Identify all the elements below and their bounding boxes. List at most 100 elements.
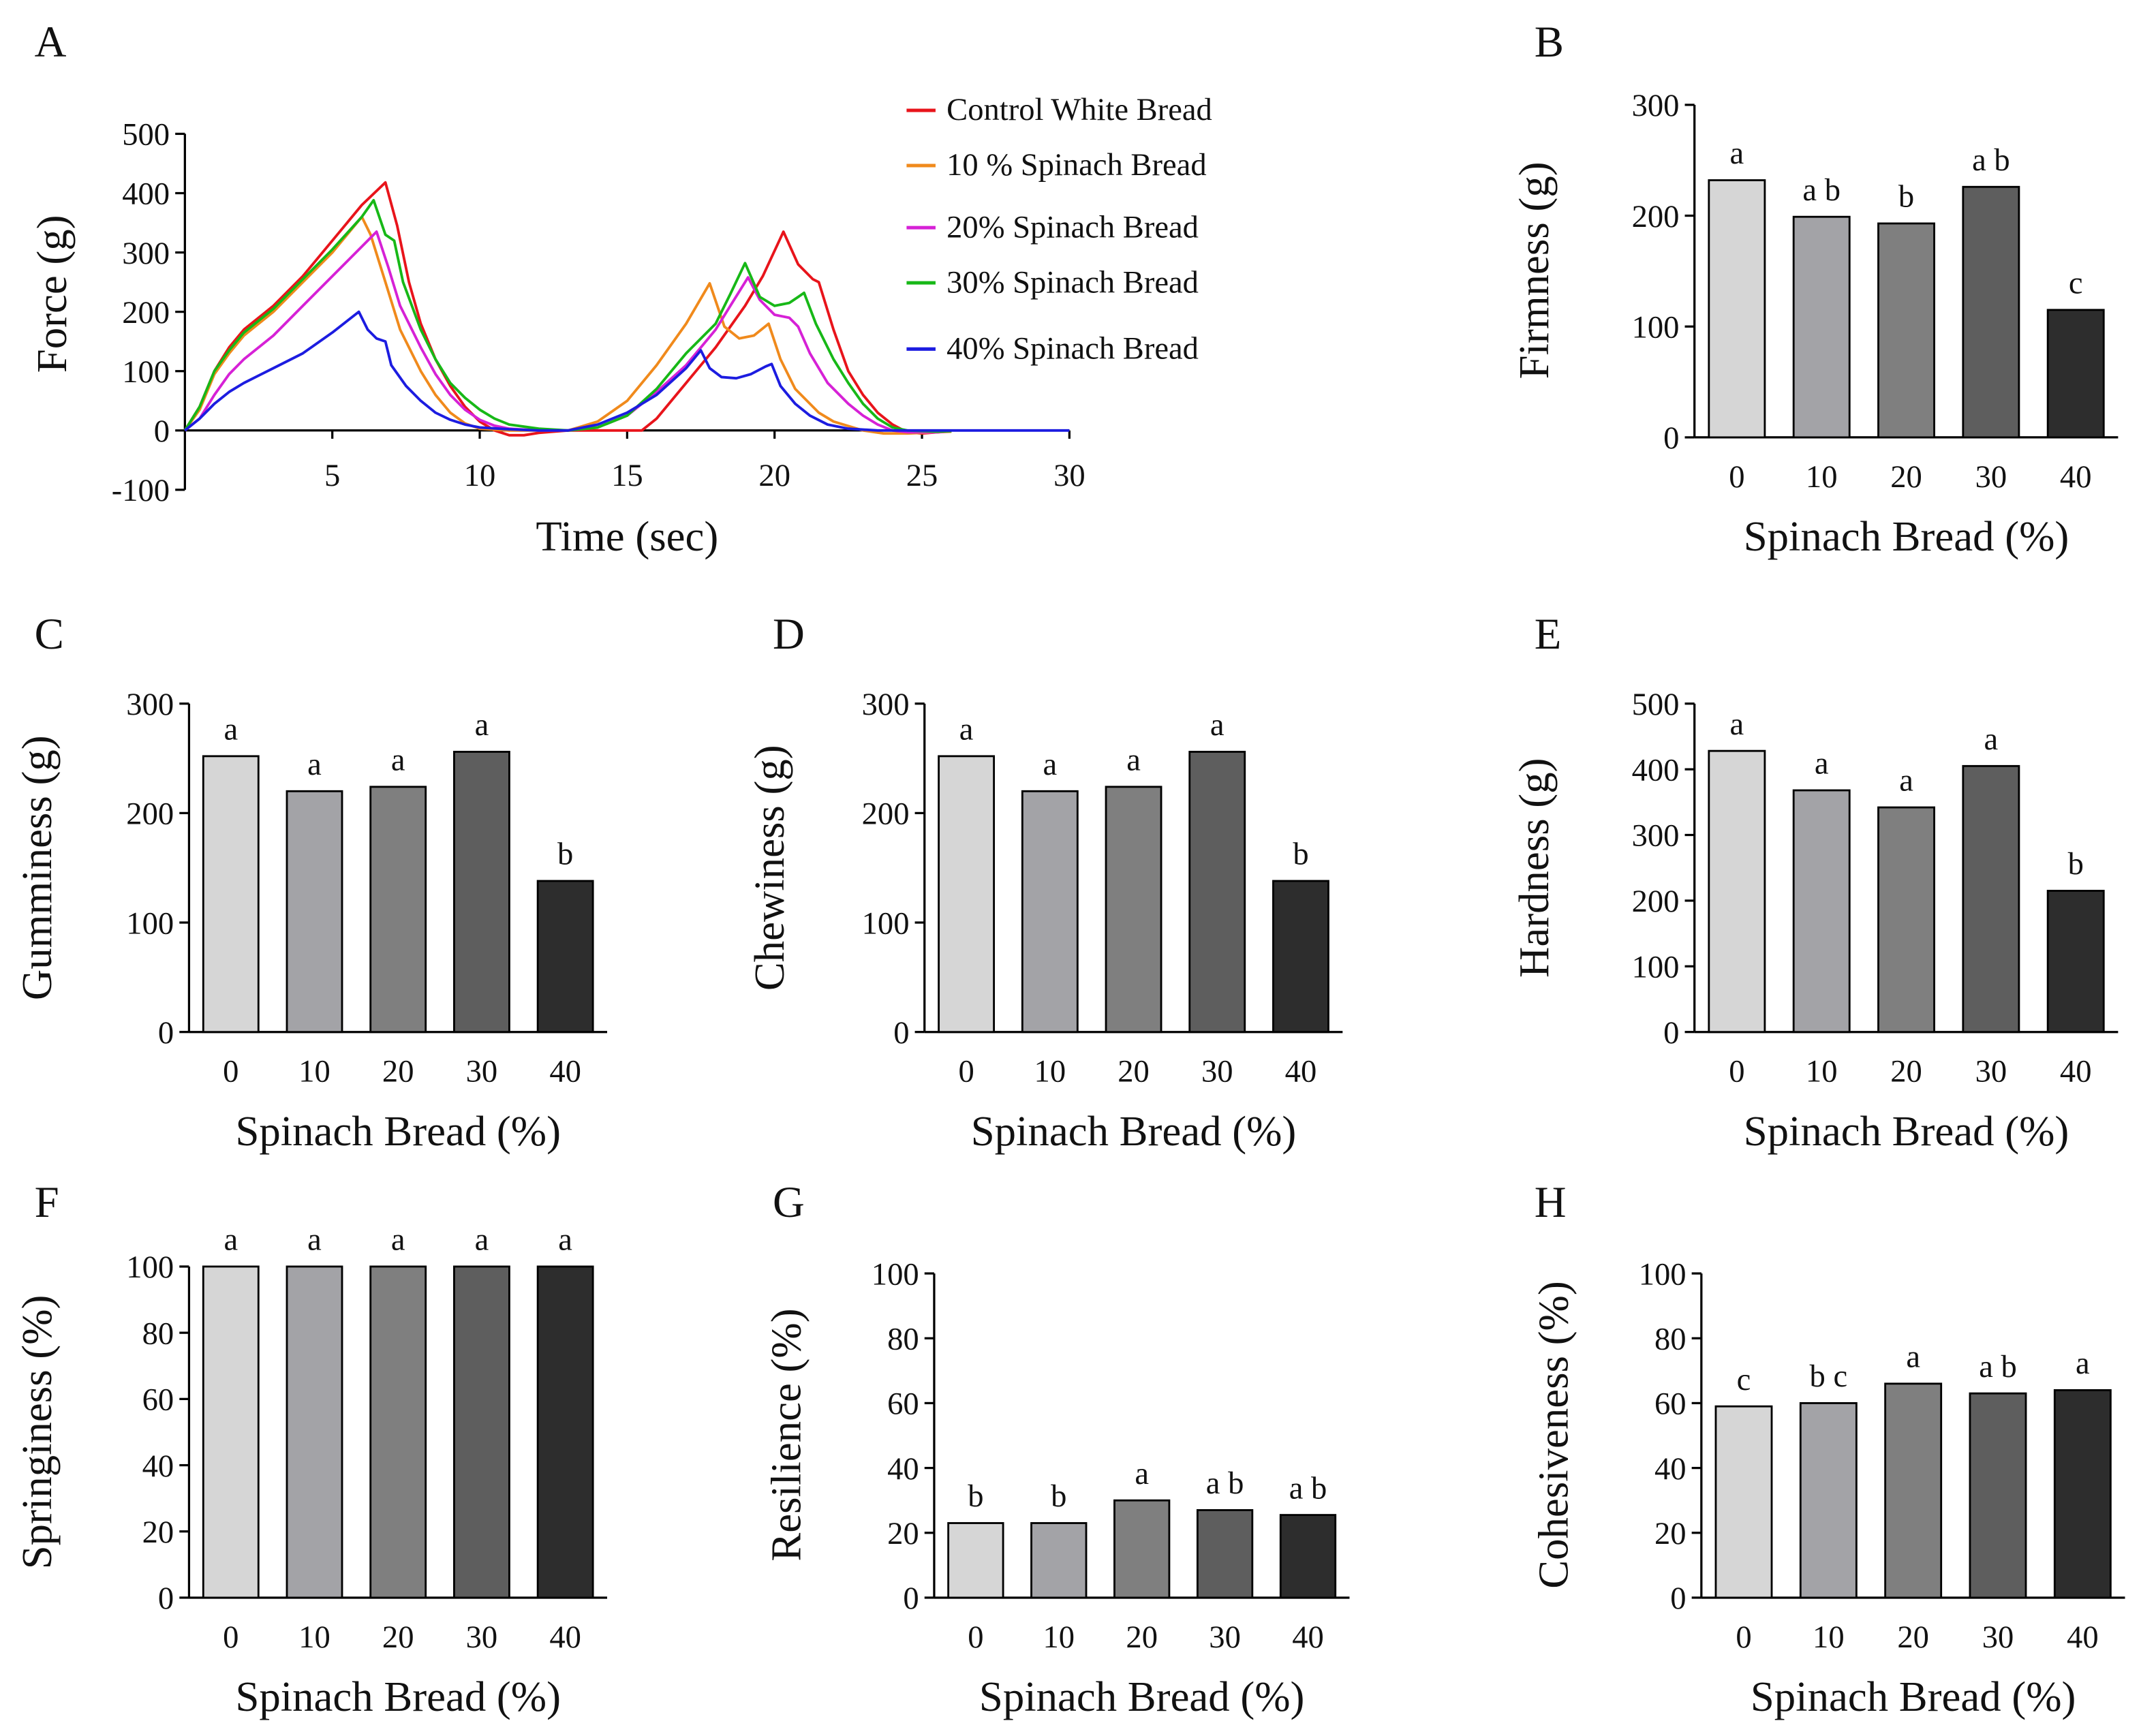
- x-tick-label: 0: [958, 1055, 974, 1089]
- x-tick-label: 20: [1126, 1620, 1158, 1655]
- y-tick-label: 300: [1632, 89, 1680, 123]
- panel-label-b: B: [1535, 18, 1564, 67]
- y-tick-label: 200: [126, 797, 174, 832]
- y-tick-label: 400: [122, 177, 170, 212]
- x-axis-title: Spinach Bread (%): [235, 1673, 561, 1720]
- x-axis-title: Spinach Bread (%): [1744, 1107, 2069, 1155]
- bar-10: [1799, 1402, 1858, 1599]
- significance-letter: a: [224, 713, 238, 747]
- y-tick-label: 0: [893, 1016, 909, 1051]
- significance-letter: a: [1730, 707, 1744, 742]
- y-tick-label: 0: [1670, 1581, 1686, 1616]
- x-tick-label: 30: [466, 1620, 498, 1655]
- y-tick-label: 20: [1654, 1517, 1687, 1551]
- y-tick-label: 40: [142, 1449, 174, 1484]
- significance-letter: a: [475, 1223, 489, 1258]
- series-line-4: [183, 198, 952, 433]
- panel-label-c: C: [35, 610, 64, 659]
- x-axis-title: Time (sec): [536, 512, 718, 560]
- x-tick-label: 10: [298, 1620, 330, 1655]
- x-tick-label: 20: [1897, 1620, 1929, 1655]
- x-tick-label: 10: [298, 1055, 330, 1089]
- bar-10: [1792, 789, 1851, 1034]
- x-tick-label: 40: [2060, 460, 2092, 495]
- y-axis-title: Hardness (g): [1510, 758, 1558, 977]
- x-tick-label: 10: [464, 459, 496, 493]
- y-axis-title: Springiness (%): [13, 1295, 61, 1570]
- y-tick-label: 0: [158, 1581, 174, 1616]
- panel-g-chart: 0 20 40 60 80 100 0 b 10 b 20 a 30 a b 40 a b Spinach Br…: [763, 1257, 1350, 1720]
- bar-30: [1196, 1509, 1254, 1599]
- bar-20: [1884, 1382, 1943, 1599]
- x-tick-label: 30: [466, 1055, 498, 1089]
- bar-30: [1188, 751, 1246, 1034]
- y-tick-label: 0: [154, 414, 170, 449]
- significance-letter: a: [475, 708, 489, 743]
- significance-letter: a: [1135, 1457, 1149, 1491]
- y-tick-label: 100: [126, 906, 174, 941]
- x-tick-label: 0: [223, 1620, 238, 1655]
- significance-letter: b: [1898, 180, 1914, 215]
- y-tick-label: 80: [887, 1322, 919, 1357]
- x-tick-label: 20: [1118, 1055, 1150, 1089]
- bar-0: [947, 1522, 1004, 1599]
- significance-letter: a: [1126, 743, 1141, 778]
- significance-letter: b c: [1810, 1359, 1848, 1394]
- legend-label: 30% Spinach Bread: [946, 265, 1199, 300]
- bar-40: [1272, 880, 1329, 1034]
- significance-letter: a: [1730, 136, 1744, 171]
- y-tick-label: 300: [1632, 819, 1680, 854]
- x-tick-label: 40: [1285, 1055, 1317, 1089]
- x-tick-label: 15: [611, 459, 643, 493]
- significance-letter: a: [307, 1223, 322, 1258]
- x-tick-label: 0: [223, 1055, 238, 1089]
- x-tick-label: 40: [2067, 1620, 2099, 1655]
- y-tick-label: 100: [1632, 310, 1680, 345]
- x-tick-label: 25: [906, 459, 938, 493]
- significance-letter: a: [1899, 764, 1913, 799]
- significance-letter: a: [1984, 722, 1999, 757]
- panel-b-chart: 0 100 200 300 0 a 10 a b 20 b 30 a b 40 c Spinach Brea…: [1510, 89, 2119, 560]
- significance-letter: a: [558, 1223, 572, 1258]
- panel-label-e: E: [1535, 610, 1562, 659]
- legend-label: 20% Spinach Bread: [946, 210, 1199, 245]
- bar-0: [202, 755, 260, 1034]
- significance-letter: b: [557, 837, 573, 872]
- y-axis-title: Resilience (%): [763, 1308, 810, 1561]
- significance-letter: b: [1051, 1479, 1066, 1514]
- x-tick-label: 30: [1975, 1055, 2007, 1089]
- y-tick-label: 60: [1654, 1387, 1687, 1422]
- x-tick-label: 5: [324, 459, 340, 493]
- x-tick-label: 10: [1043, 1620, 1075, 1655]
- bar-0: [1708, 749, 1766, 1034]
- y-tick-label: 40: [887, 1452, 919, 1487]
- bar-10: [286, 790, 343, 1034]
- x-tick-label: 10: [1813, 1620, 1845, 1655]
- significance-letter: a: [391, 743, 405, 778]
- panel-e-chart: 0 100 200 300 400 500 0 a 10 a 20 a 30 a 40 b Spinach Br…: [1510, 687, 2119, 1155]
- x-tick-label: 20: [1890, 460, 1922, 495]
- significance-letter: a: [959, 713, 974, 747]
- x-tick-label: 20: [758, 459, 790, 493]
- y-tick-label: 0: [1663, 421, 1679, 456]
- legend-label: Control White Bread: [946, 93, 1212, 127]
- bar-40: [536, 880, 594, 1034]
- y-axis-title: Cohesiveness (%): [1529, 1281, 1577, 1588]
- x-tick-label: 30: [1053, 459, 1085, 493]
- x-tick-label: 30: [1982, 1620, 2014, 1655]
- panel-a-chart: -100 0 100 200 300 400 500 5 10 15 20 25 30 Time (sec…: [28, 93, 1212, 560]
- bar-30: [453, 751, 510, 1034]
- bar-30: [1962, 764, 2020, 1034]
- y-tick-label: 200: [122, 296, 170, 330]
- y-axis-title: Gumminess (g): [13, 735, 61, 1000]
- bar-40: [2046, 890, 2105, 1034]
- bar-10: [286, 1265, 343, 1599]
- x-tick-label: 30: [1201, 1055, 1233, 1089]
- bar-10: [1030, 1522, 1088, 1599]
- x-axis-title: Spinach Bread (%): [979, 1673, 1305, 1720]
- bar-20: [1877, 806, 1935, 1034]
- x-tick-label: 0: [968, 1620, 983, 1655]
- significance-letter: a: [1043, 747, 1057, 782]
- x-axis-title: Spinach Bread (%): [1744, 512, 2069, 560]
